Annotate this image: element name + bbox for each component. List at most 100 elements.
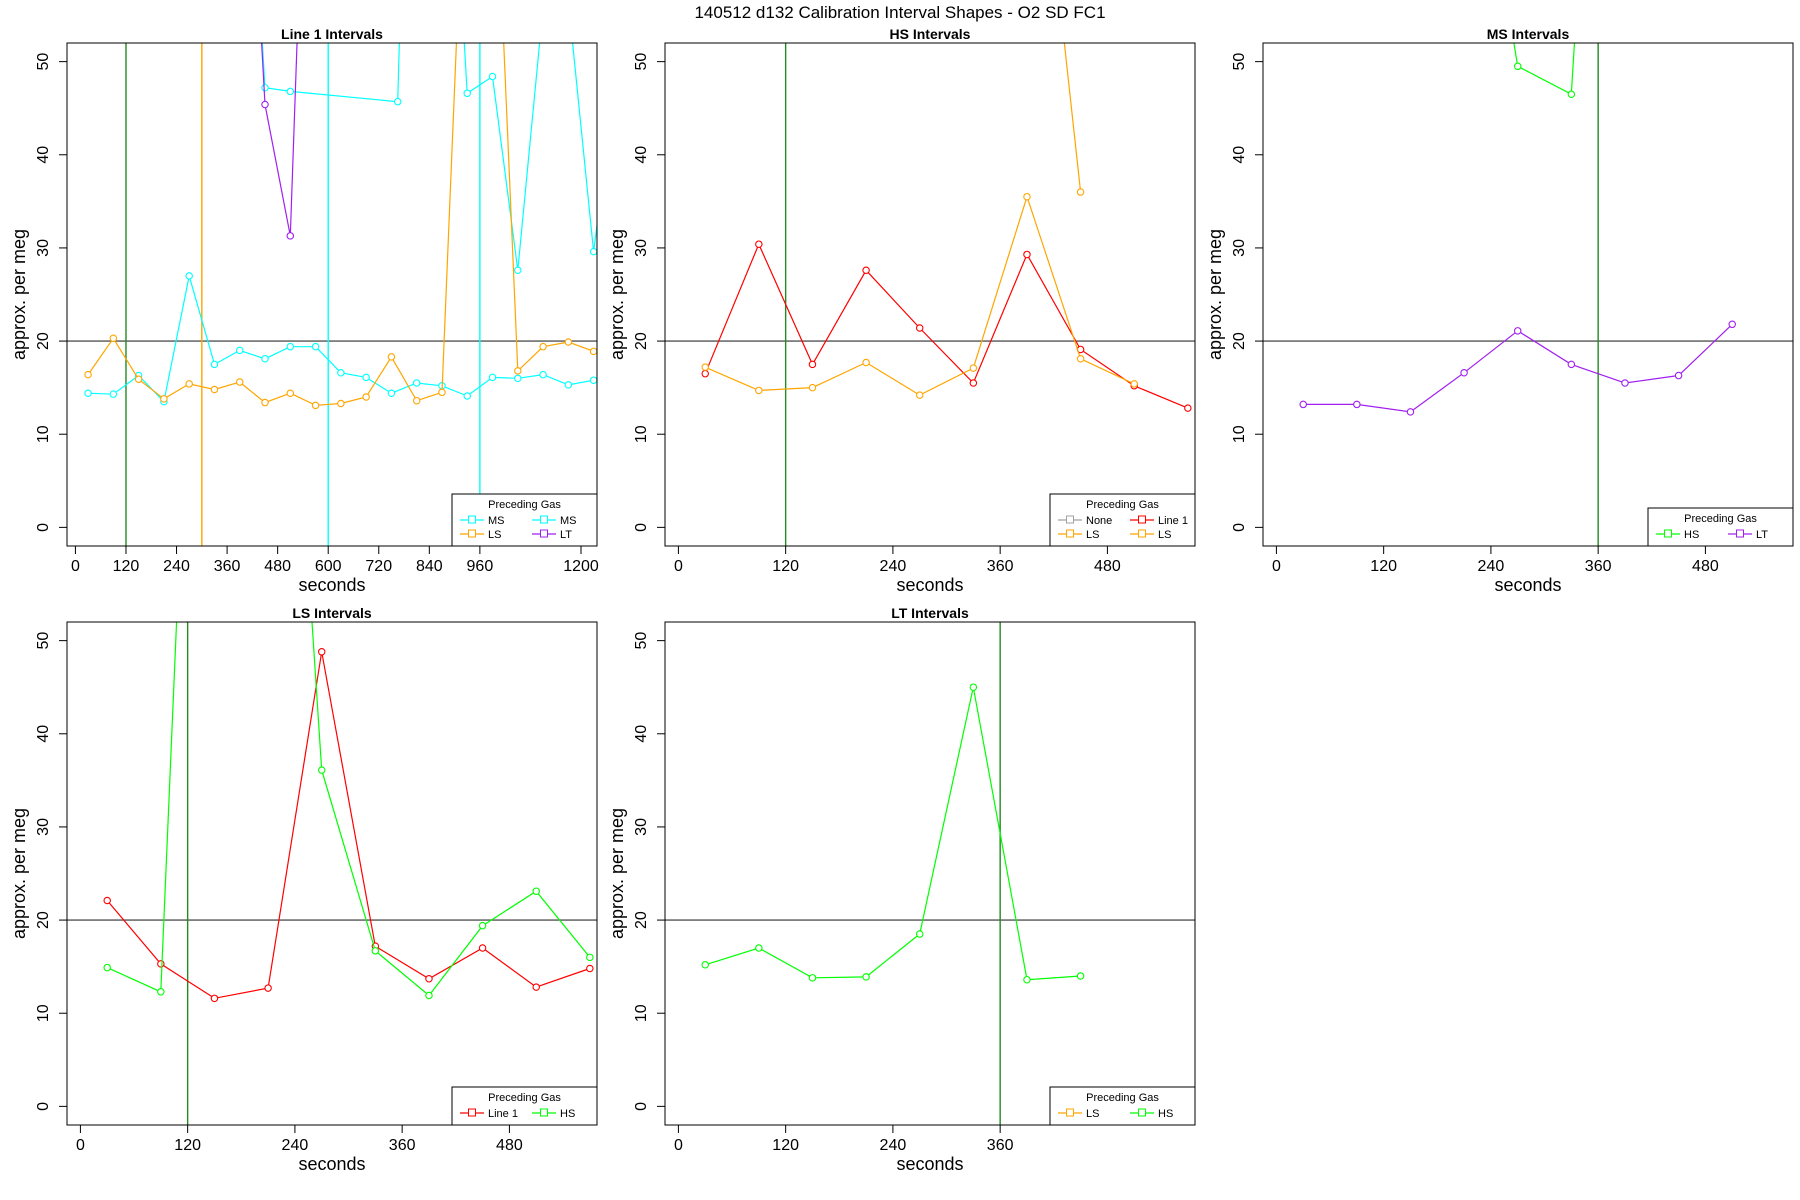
legend-marker xyxy=(1138,515,1146,524)
series-line xyxy=(1063,43,1082,193)
y-tick-label: 40 xyxy=(633,725,650,743)
panel-title: Line 1 Intervals xyxy=(281,26,383,42)
y-tick-label: 0 xyxy=(35,1102,52,1111)
y-tick-label: 10 xyxy=(633,425,650,443)
y-axis-label: approx. per meg xyxy=(9,808,29,939)
data-point xyxy=(109,334,118,343)
data-point xyxy=(317,648,326,656)
y-axis-label: approx. per meg xyxy=(607,229,627,360)
x-tick-label: 240 xyxy=(282,1137,309,1154)
data-point xyxy=(586,964,594,973)
x-tick-label: 0 xyxy=(674,1137,683,1154)
panel-title: HS Intervals xyxy=(890,26,971,42)
y-tick-label: 20 xyxy=(633,911,650,929)
plot-frame xyxy=(1262,42,1794,547)
data-point xyxy=(463,89,471,98)
y-axis-label: approx. per meg xyxy=(1205,229,1225,360)
legend-title: Preceding Gas xyxy=(488,499,561,511)
legend-label: HS xyxy=(1684,529,1699,541)
data-point xyxy=(412,379,421,387)
data-point xyxy=(337,399,345,408)
x-axis: 0 120 240 360 480 seconds xyxy=(1272,545,1719,595)
series-hs xyxy=(103,358,594,1000)
data-point xyxy=(589,376,597,384)
data-point xyxy=(915,324,924,332)
x-axis-label: seconds xyxy=(298,1154,365,1174)
series-line xyxy=(88,275,594,403)
chart-panel: 0 120 240 360 480 600 720 840 960 1200 seconds 0 10 2… xyxy=(9,26,599,595)
data-point xyxy=(362,393,370,401)
data-point xyxy=(755,944,763,952)
x-tick-label: 240 xyxy=(880,558,907,575)
y-tick-label: 40 xyxy=(1231,146,1248,164)
data-point xyxy=(969,379,978,387)
series-lt xyxy=(261,43,298,240)
y-tick-label: 40 xyxy=(35,725,52,743)
plot-frame xyxy=(66,42,598,547)
data-point xyxy=(755,240,763,248)
x-tick-label: 360 xyxy=(987,558,1014,575)
legend-item: LS xyxy=(1058,529,1099,541)
data-point xyxy=(1621,379,1629,387)
legend-label: LS xyxy=(1086,1108,1099,1120)
legend-item: MS xyxy=(460,515,505,527)
data-point xyxy=(478,944,487,952)
y-axis-label: approx. per meg xyxy=(607,808,627,939)
series-ms xyxy=(261,43,597,275)
x-tick-label: 360 xyxy=(389,1137,416,1154)
x-tick-label: 120 xyxy=(772,1137,799,1154)
data-point xyxy=(1299,400,1307,409)
y-tick-label: 50 xyxy=(35,53,52,71)
y-tick-label: 40 xyxy=(633,146,650,164)
x-tick-label: 120 xyxy=(113,558,140,575)
legend-label: MS xyxy=(488,515,505,527)
data-point xyxy=(286,232,295,240)
x-tick-label: 0 xyxy=(674,558,683,575)
legend-marker xyxy=(468,529,476,538)
data-point xyxy=(539,370,547,379)
y-tick-label: 50 xyxy=(633,53,650,71)
legend-title: Preceding Gas xyxy=(1086,1092,1159,1104)
data-point xyxy=(157,988,165,996)
legend-item: Line 1 xyxy=(460,1108,518,1120)
y-tick-label: 20 xyxy=(1231,332,1248,350)
series-line xyxy=(704,194,1135,396)
legend-item: MS xyxy=(532,515,577,527)
data-point xyxy=(701,961,709,969)
legend-marker xyxy=(468,1108,476,1117)
data-point xyxy=(109,390,118,398)
x-tick-label: 480 xyxy=(1692,558,1719,575)
y-tick-label: 30 xyxy=(633,818,650,836)
data-point xyxy=(1513,62,1522,71)
series-ms xyxy=(84,272,597,406)
data-point xyxy=(286,342,295,351)
x-tick-label: 0 xyxy=(76,1137,85,1154)
chart-panel: 0 120 240 360 seconds 0 10 20 30 40 50 approx. per … xyxy=(607,605,1196,1174)
data-point xyxy=(532,983,540,991)
y-tick-label: 20 xyxy=(35,911,52,929)
panel-title: LT Intervals xyxy=(891,605,969,621)
legend-label: LS xyxy=(1086,529,1099,541)
legend: Preceding Gas LS HS xyxy=(1049,1086,1196,1126)
figure-title: 140512 d132 Calibration Interval Shapes … xyxy=(694,3,1105,22)
series-line xyxy=(705,687,1081,981)
data-point xyxy=(184,358,190,364)
series-line xyxy=(1303,323,1733,413)
data-point xyxy=(1513,327,1522,335)
legend-label: LT xyxy=(560,529,572,541)
panel-title: LS Intervals xyxy=(292,605,372,621)
legend-item: None xyxy=(1058,515,1112,527)
data-point xyxy=(438,388,446,397)
data-point xyxy=(103,896,111,905)
series-line xyxy=(87,43,594,406)
x-tick-label: 1200 xyxy=(563,558,599,575)
x-axis: 0 120 240 360 seconds xyxy=(674,1124,1014,1174)
data-point xyxy=(1023,192,1031,201)
legend-item: LS xyxy=(1058,1108,1099,1120)
y-tick-label: 40 xyxy=(35,146,52,164)
legend-label: Line 1 xyxy=(488,1108,518,1120)
data-point xyxy=(210,994,219,1003)
y-tick-label: 30 xyxy=(633,239,650,257)
data-point xyxy=(463,392,471,400)
legend-label: LS xyxy=(1158,529,1171,541)
